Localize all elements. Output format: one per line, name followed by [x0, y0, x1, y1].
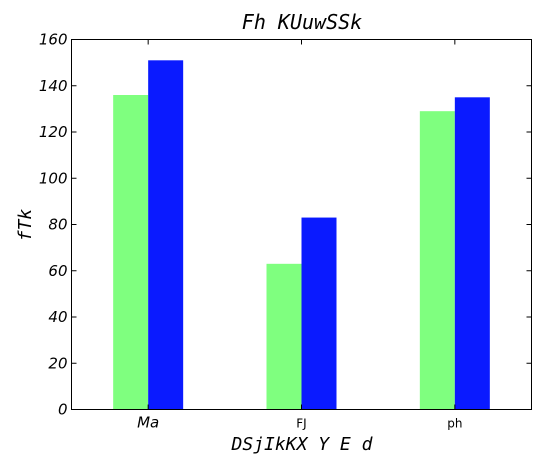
bar-ph-series-1	[419, 111, 455, 410]
x-axis-label: DSjIkKX Y E d	[231, 434, 374, 455]
x-tick-label: FJ	[296, 417, 306, 431]
y-tick-label: 20	[48, 354, 67, 372]
y-tick-label: 140	[39, 77, 68, 95]
bar-ma-series-2	[148, 60, 184, 410]
y-axis-ticks: 0 20 40 60 80 100 120 140 160	[39, 31, 532, 419]
x-axis-ticks: Ma FJ ph	[137, 39, 462, 432]
chart-title: Fh KUuwSSk	[242, 10, 362, 34]
y-tick-label: 80	[48, 216, 67, 234]
x-tick-label: Ma	[137, 414, 159, 432]
x-tick-label: ph	[447, 417, 462, 431]
bar-ph-series-2	[454, 97, 490, 410]
y-tick-label: 120	[39, 123, 68, 141]
y-tick-label: 100	[39, 169, 68, 187]
bar-fj-series-1	[266, 263, 302, 410]
y-tick-label: 40	[48, 308, 67, 326]
y-tick-label: 0	[58, 401, 68, 419]
bar-fj-series-2	[301, 217, 337, 410]
plot-frame	[71, 39, 532, 410]
y-axis-label: fTk	[15, 209, 36, 242]
bars-group	[113, 60, 490, 410]
bar-ma-series-1	[113, 95, 149, 410]
y-tick-label: 60	[48, 262, 67, 280]
y-tick-label: 160	[39, 31, 68, 49]
